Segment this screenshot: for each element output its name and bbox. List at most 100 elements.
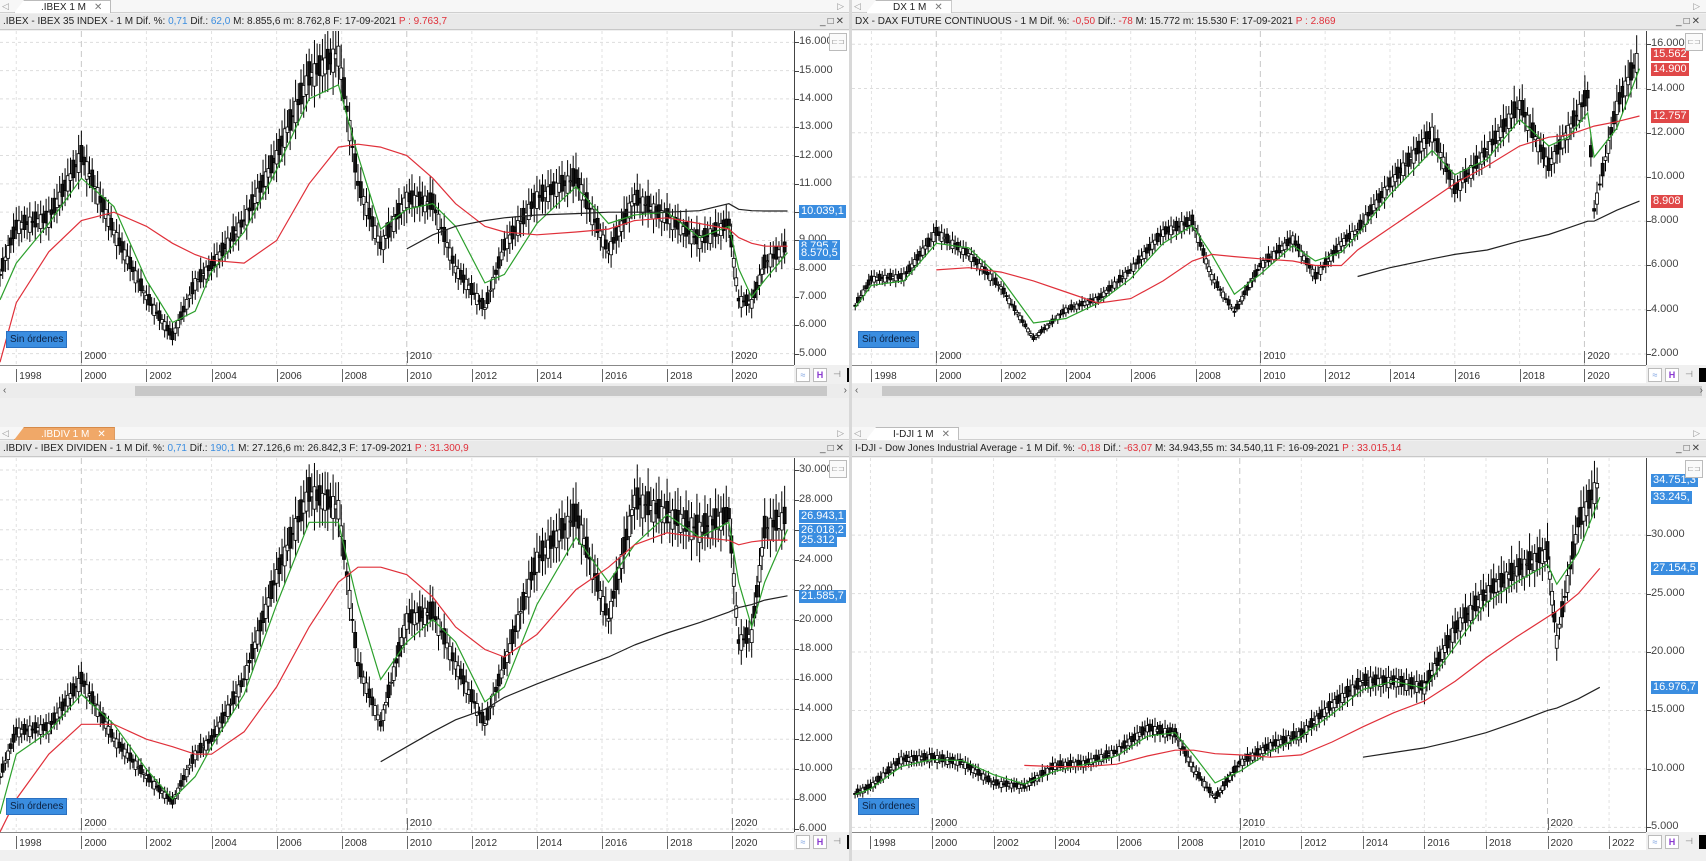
axis-settings-icon[interactable]: ⊏⊐	[829, 460, 847, 478]
p-label: P :	[398, 16, 411, 27]
x-tick-label: 2006	[1116, 836, 1142, 849]
close-icon[interactable]: ✕	[1691, 16, 1702, 27]
close-tab-icon[interactable]: ✕	[97, 429, 106, 440]
pin-icon[interactable]: ⊣	[833, 369, 841, 379]
chart-type-icon[interactable]: ≈	[796, 835, 810, 849]
tab-scroll-right-icon[interactable]: ▷	[1693, 1, 1700, 11]
scroll-thumb[interactable]	[882, 386, 1702, 396]
close-tab-icon[interactable]: ✕	[934, 2, 943, 13]
x-tick-label: 2004	[1065, 369, 1091, 382]
tab-scroll-left-icon[interactable]: ◁	[2, 428, 9, 438]
plot-area[interactable]: 2000 2010 2020 Sin órdenes	[0, 31, 794, 365]
minimize-icon[interactable]: _	[1676, 16, 1684, 27]
y-axis[interactable]: 30.00028.00026.00024.00022.00020.00018.0…	[794, 458, 850, 834]
x-tick-label: 2012	[471, 369, 497, 382]
price-chart[interactable]	[852, 31, 1646, 365]
close-icon[interactable]: ✕	[835, 16, 846, 27]
close-tab-icon[interactable]: ✕	[941, 429, 950, 440]
save-layout-icon[interactable]: H	[1665, 835, 1679, 849]
maximize-icon[interactable]: □	[827, 16, 836, 27]
minimize-icon[interactable]: _	[1676, 443, 1684, 454]
symbol-title: DX - DAX FUTURE CONTINUOUS - 1 M	[855, 16, 1038, 27]
p-value: 33.015,14	[1356, 443, 1402, 454]
y-tick-label: 14.000	[799, 702, 833, 715]
chart-type-icon[interactable]: ≈	[1648, 368, 1662, 382]
plot-area[interactable]: 2000 2010 2020 Sin órdenes	[852, 31, 1646, 365]
tab-scroll-left-icon[interactable]: ◁	[2, 1, 9, 11]
plot-area[interactable]: 2000 2010 2020 Sin órdenes	[0, 458, 794, 832]
y-axis[interactable]: 30.000 25.000 20.000 15.000 10.000 5.000 34.75…	[1646, 458, 1706, 832]
pin-icon[interactable]: ⊣	[1685, 836, 1693, 846]
tab-scroll-right-icon[interactable]: ▷	[837, 428, 844, 438]
y-axis[interactable]: 16.000 15.000 14.000 13.000 12.000 11.000 10.0…	[794, 31, 850, 365]
pin-icon[interactable]: ⊣	[833, 836, 841, 846]
y-tick-label: 10.000	[1651, 761, 1685, 774]
scroll-left-icon[interactable]: ‹	[855, 385, 859, 396]
minimize-icon[interactable]: _	[820, 443, 828, 454]
maximize-icon[interactable]: □	[1683, 16, 1692, 27]
price-marker-label: 25.312	[799, 534, 837, 548]
x-tick-label: 2018	[667, 369, 692, 382]
y-axis[interactable]: 16.000 14.000 12.000 10.000 8.000 6.000 4.000 2…	[1646, 31, 1706, 365]
axis-settings-icon[interactable]: ⊏⊐	[829, 33, 847, 51]
x-axis[interactable]: 1998 2000 2002 2004 2006 2008 2010 2012 2014 2016…	[852, 365, 1646, 383]
tab-ibdiv[interactable]: .IBDIV 1 M ✕	[14, 427, 115, 440]
pane-splitter[interactable]	[849, 0, 852, 861]
price-chart[interactable]	[0, 31, 794, 365]
maximize-icon[interactable]: □	[1683, 443, 1692, 454]
y-tick	[795, 183, 799, 185]
tab-scroll-left-icon[interactable]: ◁	[854, 428, 861, 438]
decade-label: 2010	[1239, 818, 1265, 830]
symbol-title: .IBEX - IBEX 35 INDEX - 1 M	[3, 16, 134, 27]
y-tick-label: 5.000	[1651, 820, 1679, 833]
x-tick-label: 2006	[1130, 369, 1156, 382]
y-tick-label: 11.000	[799, 176, 832, 189]
pin-icon[interactable]: ⊣	[1685, 369, 1693, 379]
plot-area[interactable]: 2000 2010 2020 Sin órdenes	[852, 458, 1646, 832]
p-label: P :	[1342, 443, 1355, 454]
tab-dax[interactable]: DX 1 M ✕	[866, 0, 952, 13]
color-swatch[interactable]	[1699, 368, 1706, 382]
ma-line-ma_slow	[380, 595, 788, 763]
tab-scroll-right-icon[interactable]: ▷	[837, 1, 844, 11]
decade-label: 2020	[732, 351, 757, 363]
tab-scroll-left-icon[interactable]: ◁	[854, 1, 861, 11]
maximize-icon[interactable]: □	[827, 443, 836, 454]
x-tick-label: 2008	[1195, 369, 1221, 382]
chart-type-icon[interactable]: ≈	[796, 368, 810, 382]
minimize-icon[interactable]: _	[820, 16, 828, 27]
x-axis[interactable]: 1998 2000 2002 2004 2006 2008 2010 2012 2014 2016…	[0, 832, 794, 850]
close-icon[interactable]: ✕	[835, 443, 846, 454]
price-marker-label: 27.154,5	[1651, 562, 1698, 576]
x-axis[interactable]: 1998 2000 2002 2004 2006 2008 2010 2012 2014 2016…	[0, 365, 794, 383]
y-tick-label: 6.000	[799, 318, 827, 331]
tab-scroll-right-icon[interactable]: ▷	[1693, 428, 1700, 438]
price-chart[interactable]	[852, 458, 1646, 832]
scroll-right-icon[interactable]: ›	[843, 385, 847, 396]
save-layout-icon[interactable]: H	[813, 368, 827, 382]
scroll-thumb[interactable]	[135, 386, 827, 396]
scroll-right-icon[interactable]: ›	[1699, 385, 1703, 396]
ma-line-ma_mid	[1024, 568, 1601, 768]
color-swatch[interactable]	[1699, 835, 1706, 849]
x-tick-label: 2002	[146, 836, 172, 849]
tab-dji[interactable]: I-DJI 1 M ✕	[866, 427, 959, 440]
horizontal-scrollbar[interactable]: ‹ ›	[852, 384, 1706, 398]
close-tab-icon[interactable]: ✕	[94, 2, 103, 13]
scroll-left-icon[interactable]: ‹	[3, 385, 7, 396]
tab-bar: ◁ .IBEX 1 M ✕ ▷	[0, 0, 850, 13]
dif-pct-label: Dif. %:	[135, 443, 165, 454]
horizontal-scrollbar[interactable]: ‹ ›	[0, 384, 850, 398]
close-icon[interactable]: ✕	[1691, 443, 1702, 454]
axis-settings-icon[interactable]: ⊏⊐	[1685, 460, 1703, 478]
price-chart[interactable]	[0, 458, 794, 832]
save-layout-icon[interactable]: H	[813, 835, 827, 849]
x-tick-label: 2020	[732, 836, 757, 849]
axis-settings-icon[interactable]: ⊏⊐	[1685, 33, 1703, 51]
tab-ibex[interactable]: .IBEX 1 M ✕	[14, 0, 112, 13]
x-tick-label: 2000	[81, 836, 107, 849]
chart-header: DX - DAX FUTURE CONTINUOUS - 1 M Dif. %:…	[852, 14, 1706, 30]
x-axis[interactable]: 1998 2000 2002 2004 2006 2008 2010 2012 2014 2016…	[852, 832, 1646, 850]
chart-type-icon[interactable]: ≈	[1648, 835, 1662, 849]
save-layout-icon[interactable]: H	[1665, 368, 1679, 382]
